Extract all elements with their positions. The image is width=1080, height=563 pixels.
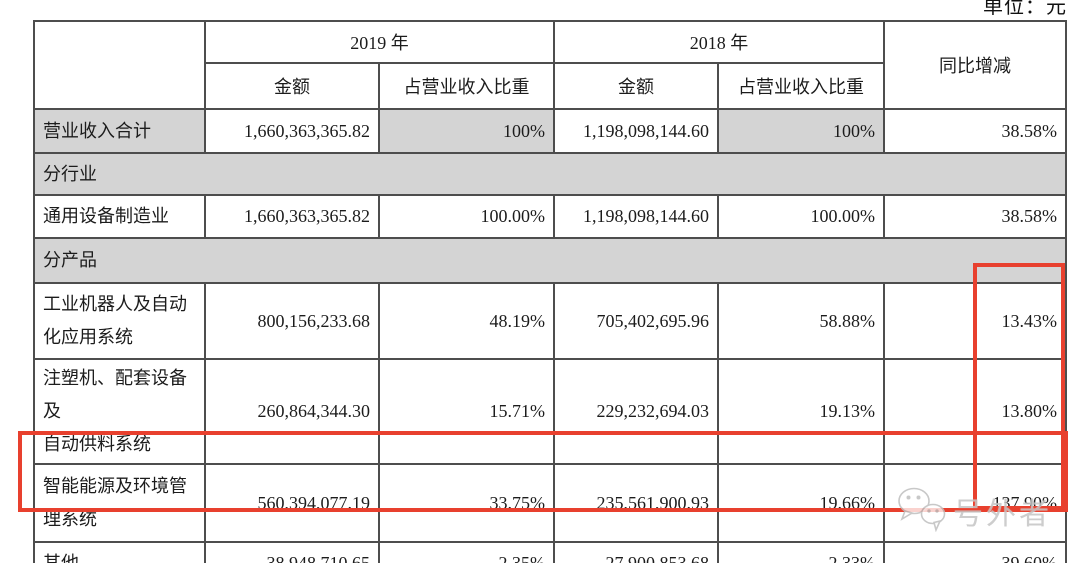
unit-label: 单位：元 [983, 0, 1067, 18]
cell-yoy: 13.80% [883, 358, 1067, 465]
cell-yoy: 38.58% [883, 108, 1067, 154]
cell-share-2019: 100% [378, 108, 555, 154]
cell-amount-2019: 800,156,233.68 [204, 282, 380, 360]
cell-amount-2018: 229,232,694.03 [553, 358, 719, 465]
cell-share-2018: 100% [717, 108, 885, 154]
row-label: 注塑机、配套设备及 自动供料系统 [33, 358, 206, 465]
cell-share-2018: 100.00% [717, 194, 885, 239]
cell-share-2018: 2.33% [717, 541, 885, 563]
cell-yoy: 38.58% [883, 194, 1067, 239]
table-row-revenue-total: 营业收入合计 1,660,363,365.82 100% 1,198,098,1… [33, 108, 1067, 154]
row-label: 其他 [33, 541, 206, 563]
table-row-smart-energy: 智能能源及环境管 理系统 560,394,077.19 33.75% 235,5… [33, 463, 1067, 543]
cell-share-2018: 58.88% [717, 282, 885, 360]
section-row-by-industry: 分行业 [33, 152, 1067, 196]
cell-share-2018: 19.13% [717, 358, 885, 465]
cell-amount-2019: 260,864,344.30 [204, 358, 380, 465]
cell-amount-2019: 1,660,363,365.82 [204, 108, 380, 154]
cell-yoy: 39.60% [883, 541, 1067, 563]
cell-amount-2019: 38,948,710.65 [204, 541, 380, 563]
year-2019-header: 2019 年 [204, 20, 555, 64]
cell-share-2019: 48.19% [378, 282, 555, 360]
year-2018-header: 2018 年 [553, 20, 885, 64]
table-row-industrial-robots: 工业机器人及自动 化应用系统 800,156,233.68 48.19% 705… [33, 282, 1067, 360]
cell-yoy: 13.43% [883, 282, 1067, 360]
cell-share-2018: 19.66% [717, 463, 885, 543]
row-label: 营业收入合计 [33, 108, 206, 154]
share-2018-header: 占营业收入比重 [717, 62, 885, 110]
amount-2018-header: 金额 [553, 62, 719, 110]
cell-amount-2018: 235,561,900.93 [553, 463, 719, 543]
row-label: 智能能源及环境管 理系统 [33, 463, 206, 543]
cell-share-2019: 2.35% [378, 541, 555, 563]
cell-amount-2018: 1,198,098,144.60 [553, 108, 719, 154]
section-label: 分产品 [33, 237, 1067, 284]
amount-2019-header: 金额 [204, 62, 380, 110]
table-row-other: 其他 38,948,710.65 2.35% 27,900,853.68 2.3… [33, 541, 1067, 563]
cell-share-2019: 100.00% [378, 194, 555, 239]
table-row-injection-molding: 注塑机、配套设备及 自动供料系统 260,864,344.30 15.71% 2… [33, 358, 1067, 465]
cell-amount-2019: 560,394,077.19 [204, 463, 380, 543]
cell-amount-2019: 1,660,363,365.82 [204, 194, 380, 239]
row-label: 工业机器人及自动 化应用系统 [33, 282, 206, 360]
cell-yoy: 137.90% [883, 463, 1067, 543]
section-row-by-product: 分产品 [33, 237, 1067, 284]
corner-blank-cell [33, 20, 206, 110]
row-label: 通用设备制造业 [33, 194, 206, 239]
cell-amount-2018: 705,402,695.96 [553, 282, 719, 360]
cell-share-2019: 15.71% [378, 358, 555, 465]
cell-amount-2018: 1,198,098,144.60 [553, 194, 719, 239]
table-row-general-equipment: 通用设备制造业 1,660,363,365.82 100.00% 1,198,0… [33, 194, 1067, 239]
revenue-breakdown-table: 2019 年 2018 年 同比增减 金额 占营业收入比重 金额 占营业收入比重… [33, 20, 1067, 563]
cell-share-2019: 33.75% [378, 463, 555, 543]
section-label: 分行业 [33, 152, 1067, 196]
yoy-header: 同比增减 [883, 20, 1067, 110]
cell-amount-2018: 27,900,853.68 [553, 541, 719, 563]
share-2019-header: 占营业收入比重 [378, 62, 555, 110]
